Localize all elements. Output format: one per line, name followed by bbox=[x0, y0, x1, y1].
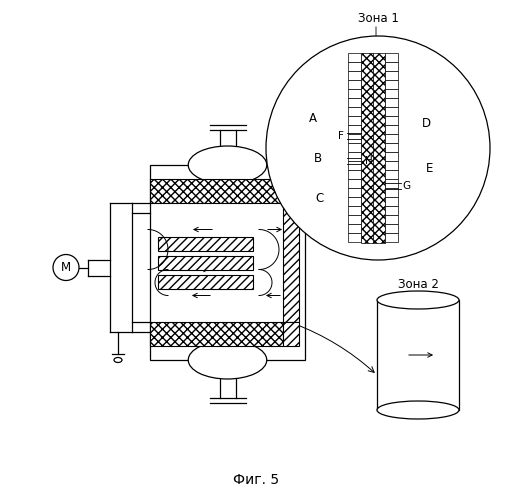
Bar bbox=[348, 89, 361, 98]
Bar bbox=[361, 53, 373, 243]
Text: Зона 3: Зона 3 bbox=[290, 76, 330, 89]
Circle shape bbox=[266, 36, 490, 260]
Bar bbox=[348, 233, 361, 242]
Circle shape bbox=[53, 254, 79, 280]
Bar bbox=[385, 107, 398, 116]
Bar bbox=[385, 170, 398, 179]
Bar bbox=[385, 152, 398, 161]
Bar bbox=[348, 224, 361, 233]
Text: A: A bbox=[309, 111, 317, 124]
Bar bbox=[348, 80, 361, 89]
Text: G: G bbox=[402, 181, 410, 191]
Bar bbox=[348, 53, 361, 62]
Text: Фиг. 5: Фиг. 5 bbox=[233, 473, 279, 487]
Bar bbox=[373, 53, 385, 243]
Bar bbox=[385, 89, 398, 98]
Bar bbox=[348, 107, 361, 116]
Bar bbox=[385, 71, 398, 80]
Bar bbox=[283, 203, 299, 322]
Bar bbox=[348, 188, 361, 197]
Bar bbox=[385, 215, 398, 224]
Text: B: B bbox=[314, 152, 322, 165]
Text: H: H bbox=[365, 156, 373, 166]
Text: Зона 2: Зона 2 bbox=[398, 278, 439, 291]
Text: D: D bbox=[422, 116, 430, 130]
Ellipse shape bbox=[188, 146, 267, 184]
Text: Зона 1: Зона 1 bbox=[358, 11, 399, 24]
Bar bbox=[158, 255, 253, 269]
Bar bbox=[377, 300, 459, 410]
Ellipse shape bbox=[377, 401, 459, 419]
Bar bbox=[348, 71, 361, 80]
Bar bbox=[158, 274, 253, 288]
Bar bbox=[385, 143, 398, 152]
Bar bbox=[385, 233, 398, 242]
Bar bbox=[385, 206, 398, 215]
Bar bbox=[283, 322, 299, 346]
Bar bbox=[385, 161, 398, 170]
Text: C: C bbox=[316, 192, 324, 205]
Bar bbox=[348, 134, 361, 143]
Text: E: E bbox=[426, 162, 433, 175]
Bar bbox=[385, 179, 398, 188]
Bar bbox=[348, 170, 361, 179]
Text: F: F bbox=[338, 131, 344, 141]
Bar bbox=[158, 237, 253, 250]
Bar bbox=[283, 179, 299, 203]
Bar bbox=[385, 80, 398, 89]
Bar bbox=[385, 116, 398, 125]
Bar bbox=[150, 165, 305, 360]
Bar bbox=[348, 161, 361, 170]
Bar bbox=[348, 62, 361, 71]
Bar bbox=[150, 322, 283, 346]
Bar bbox=[348, 116, 361, 125]
Bar bbox=[348, 179, 361, 188]
Bar bbox=[385, 53, 398, 62]
Bar bbox=[385, 125, 398, 134]
Bar bbox=[348, 215, 361, 224]
Bar bbox=[150, 179, 283, 203]
Bar bbox=[385, 188, 398, 197]
Text: M: M bbox=[61, 261, 71, 274]
Bar bbox=[348, 206, 361, 215]
Bar bbox=[348, 143, 361, 152]
Bar bbox=[385, 134, 398, 143]
Ellipse shape bbox=[377, 291, 459, 309]
Ellipse shape bbox=[114, 357, 122, 362]
Bar bbox=[385, 98, 398, 107]
Bar bbox=[348, 152, 361, 161]
Bar bbox=[385, 62, 398, 71]
Bar bbox=[348, 125, 361, 134]
Bar bbox=[348, 197, 361, 206]
Bar bbox=[385, 224, 398, 233]
Bar bbox=[348, 98, 361, 107]
Text: Зона 3: Зона 3 bbox=[426, 76, 466, 89]
Ellipse shape bbox=[188, 341, 267, 379]
Bar bbox=[385, 197, 398, 206]
